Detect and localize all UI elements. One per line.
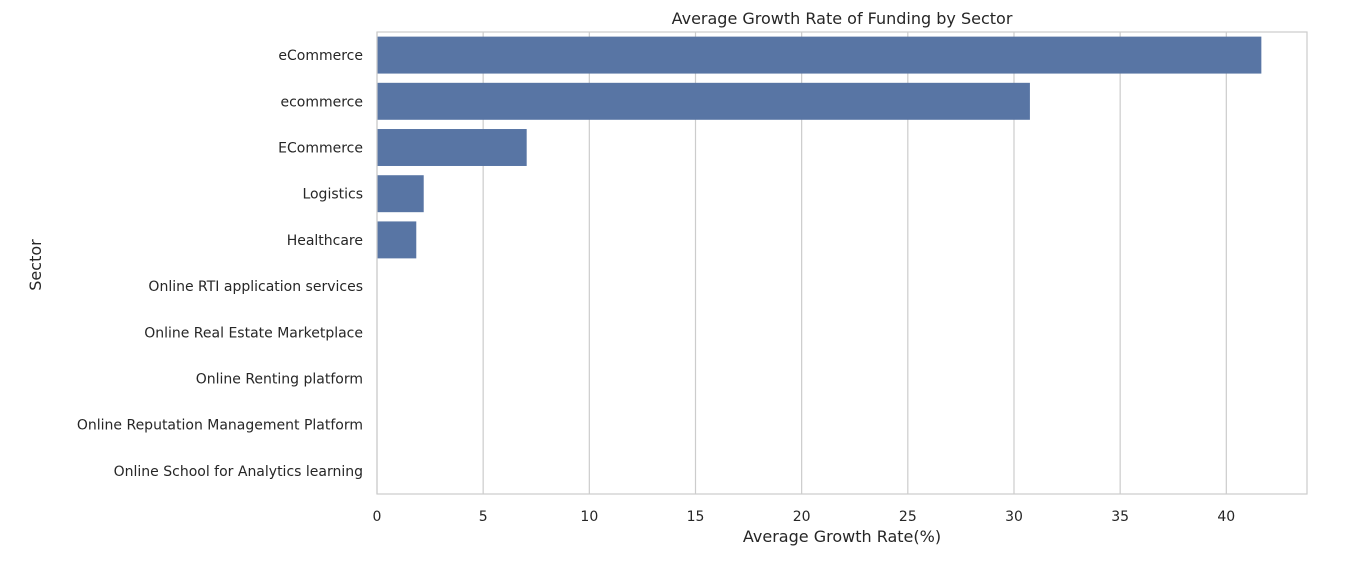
- x-tick-label: 10: [580, 509, 598, 525]
- x-tick-label: 20: [793, 509, 811, 525]
- x-tick-label: 0: [373, 509, 382, 525]
- x-tick-label: 25: [899, 509, 917, 525]
- x-tick-label: 35: [1111, 509, 1129, 525]
- y-tick-label: eCommerce: [278, 48, 363, 64]
- bar: [377, 82, 1030, 120]
- bar: [377, 221, 417, 259]
- x-tick-label: 40: [1217, 509, 1235, 525]
- bars: [377, 36, 1262, 259]
- y-tick-label: Online Real Estate Marketplace: [144, 325, 363, 341]
- x-axis-title: Average Growth Rate(%): [743, 527, 941, 546]
- y-tick-label: Logistics: [302, 187, 363, 203]
- x-tick-label: 5: [479, 509, 488, 525]
- y-tick-label: ecommerce: [280, 94, 363, 110]
- y-tick-labels: eCommerce ecommerce ECommerce Logistics Heal…: [77, 48, 363, 480]
- y-tick-label: Healthcare: [287, 233, 363, 249]
- bar: [377, 36, 1262, 74]
- x-tick-label: 30: [1005, 509, 1023, 525]
- y-tick-label: Online RTI application services: [148, 279, 363, 295]
- bar: [377, 129, 527, 166]
- x-tick-label: 15: [687, 509, 705, 525]
- plot-frame: [376, 31, 1308, 495]
- y-tick-label: Online Reputation Management Platform: [77, 418, 363, 434]
- x-tick-labels: 0 5 10 15 20 25 30 35 40: [373, 509, 1236, 525]
- y-tick-label: Online Renting platform: [196, 372, 363, 388]
- y-tick-label: ECommerce: [278, 141, 363, 157]
- bar: [377, 175, 424, 213]
- y-tick-label: Online School for Analytics learning: [114, 464, 363, 480]
- chart-title: Average Growth Rate of Funding by Sector: [672, 9, 1013, 28]
- y-axis-title: Sector: [26, 239, 45, 291]
